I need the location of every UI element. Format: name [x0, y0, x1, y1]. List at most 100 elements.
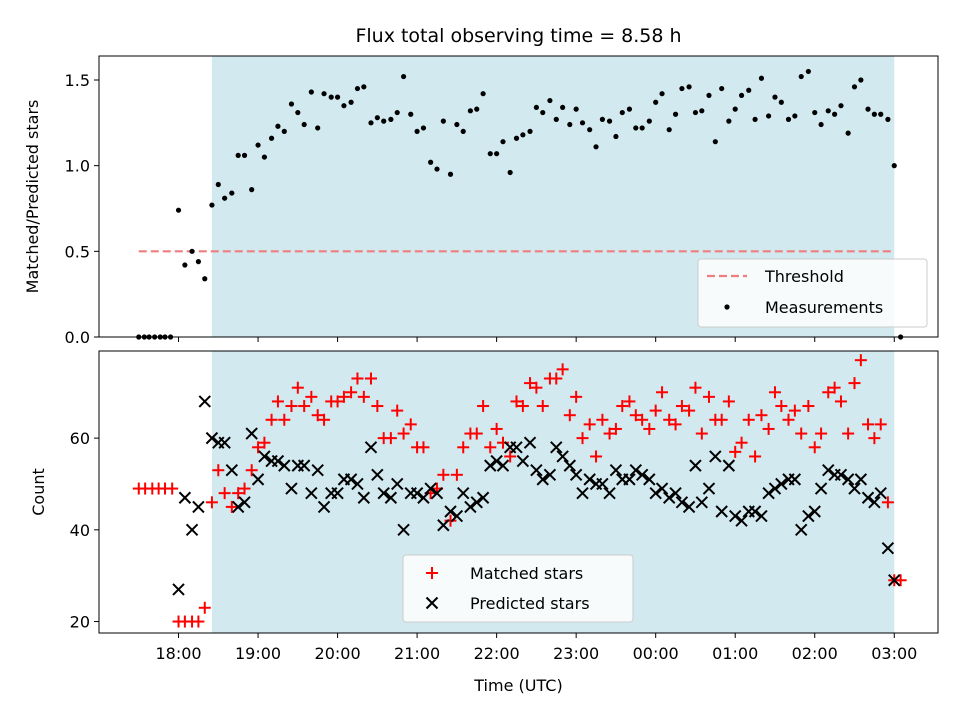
- measurement-point: [653, 99, 659, 105]
- predicted-star-marker: [768, 482, 782, 495]
- predicted-star-marker: [841, 473, 855, 486]
- predicted-star-marker: [470, 496, 483, 509]
- measurement-point: [712, 139, 718, 145]
- predicted-star-marker: [822, 464, 835, 477]
- measurement-point: [388, 116, 394, 122]
- measurement-point: [812, 109, 818, 116]
- measurement-point: [447, 171, 454, 177]
- legend-predicted-label: Predicted stars: [470, 594, 590, 613]
- predicted-star-marker: [331, 486, 344, 500]
- legend-threshold-label: Threshold: [764, 267, 844, 286]
- predicted-star-marker: [861, 491, 875, 504]
- bottom-legend: Matched stars Predicted stars: [402, 554, 634, 623]
- predicted-star-marker: [430, 486, 444, 500]
- bottom-panel: 20 40 60 18:00 19:00 20:00 21:00 22:00 23:00 00:…: [29, 350, 939, 695]
- predicted-star-marker: [231, 500, 245, 514]
- predicted-star-marker: [629, 464, 643, 477]
- measurement-point: [858, 77, 864, 83]
- measurement-point: [434, 166, 440, 172]
- predicted-star-marker: [702, 482, 716, 495]
- measurement-point: [686, 84, 692, 90]
- measurement-point: [513, 135, 520, 141]
- y-tick-label: 1.5: [65, 71, 90, 90]
- bottom-y-axis-label: Count: [29, 468, 48, 516]
- predicted-star-marker: [536, 473, 549, 486]
- y-tick-label: 60: [70, 429, 90, 448]
- predicted-star-marker: [245, 427, 258, 440]
- measurement-point: [553, 116, 559, 122]
- top-legend-box: [697, 258, 928, 328]
- measurement-point: [587, 127, 593, 133]
- measurement-point: [454, 121, 460, 128]
- measurement-point: [235, 152, 241, 158]
- measurement-point: [222, 195, 228, 201]
- measurement-point: [785, 116, 792, 122]
- predicted-star-marker: [444, 505, 457, 518]
- measurement-point: [487, 151, 493, 157]
- measurement-point: [567, 121, 573, 128]
- top-y-axis-label: Matched/Predicted stars: [23, 100, 42, 294]
- predicted-star-marker: [722, 459, 736, 472]
- bottom-legend-box: [402, 554, 634, 623]
- predicted-star-marker: [172, 583, 185, 596]
- measurement-point: [679, 85, 685, 92]
- measurement-point: [672, 111, 679, 117]
- measurement-point: [520, 132, 526, 138]
- x-tick-label: 23:00: [553, 644, 599, 663]
- predicted-star-marker: [464, 500, 477, 514]
- predicted-star-marker: [596, 477, 609, 491]
- measurement-point: [381, 118, 387, 124]
- predicted-star-marker: [550, 441, 563, 454]
- measurement-point: [613, 133, 619, 140]
- measurement-point: [334, 94, 341, 100]
- measurement-point: [527, 128, 533, 134]
- measurement-point: [699, 108, 705, 114]
- measurement-point: [766, 113, 772, 119]
- predicted-star-marker: [344, 473, 358, 486]
- measurement-point: [599, 116, 606, 122]
- legend-x-mark: [425, 596, 439, 610]
- measurement-point: [778, 99, 784, 105]
- predicted-star-marker: [814, 482, 828, 495]
- legend-matched-swatch: [426, 567, 438, 579]
- measurement-point: [249, 187, 255, 193]
- y-tick-label: 1.0: [65, 157, 90, 176]
- measurement-point: [838, 103, 844, 109]
- measurement-point: [579, 120, 586, 126]
- bottom-axes-frame: [98, 350, 939, 634]
- x-tick-label: 00:00: [633, 644, 679, 663]
- predicted-star-marker: [450, 509, 464, 523]
- measurement-point: [878, 111, 884, 117]
- predicted-star-marker: [391, 477, 404, 491]
- measurement-point: [195, 259, 202, 265]
- predicted-star-marker: [297, 459, 311, 472]
- y-tick-label: 0.0: [65, 328, 90, 347]
- predicted-star-marker: [715, 505, 728, 518]
- predicted-star-marker: [178, 491, 192, 504]
- predicted-star-marker: [311, 464, 324, 477]
- measurement-point: [467, 108, 473, 114]
- x-tick-label: 01:00: [712, 644, 758, 663]
- bottom-x-ticks: 18:00 19:00 20:00 21:00 22:00 23:00 00:00 01:00…: [155, 633, 917, 663]
- predicted-star-marker: [424, 482, 437, 495]
- predicted-star-marker: [523, 436, 537, 449]
- predicted-star-marker: [623, 473, 636, 486]
- measurement-point: [726, 118, 732, 124]
- predicted-star-marker: [563, 459, 577, 472]
- x-tick-label: 03:00: [871, 644, 917, 663]
- measurement-point: [738, 92, 745, 99]
- measurement-point: [719, 85, 725, 92]
- predicted-star-markers: [172, 395, 901, 596]
- measurement-point: [560, 104, 566, 111]
- predicted-star-marker: [476, 491, 490, 504]
- measurement-point: [507, 169, 513, 176]
- measurement-point: [275, 123, 281, 129]
- measurement-point: [646, 118, 652, 124]
- predicted-star-marker: [888, 574, 901, 587]
- measurement-point: [865, 106, 871, 112]
- x-tick-label: 02:00: [792, 644, 838, 663]
- measurement-point: [328, 94, 334, 100]
- predicted-star-marker: [583, 473, 596, 486]
- measurement-point: [772, 94, 778, 100]
- measurement-point: [500, 139, 506, 145]
